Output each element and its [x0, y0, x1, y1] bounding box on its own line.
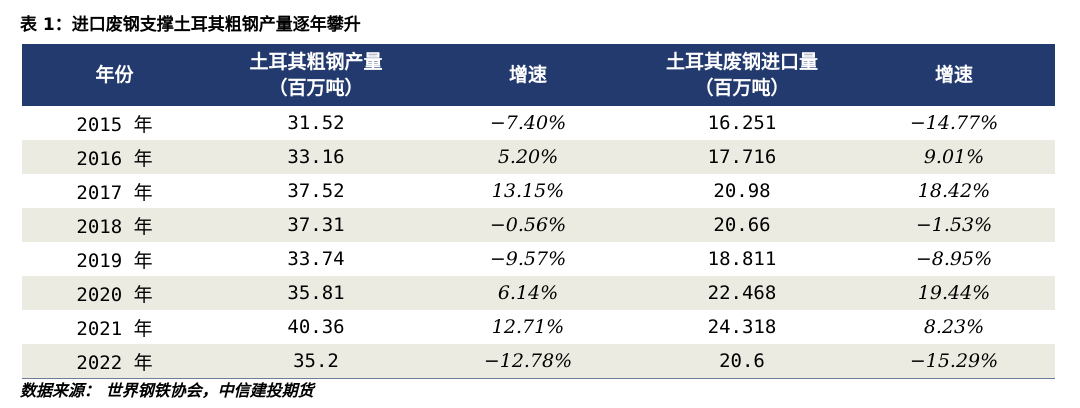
header-crude-steel-output: 土耳其粗钢产量 （百万吨）: [207, 44, 425, 106]
cell-year: 2015 年: [76, 113, 153, 136]
cell-crude-growth: 5.20%: [425, 140, 631, 174]
table-caption: 表 1：进口废钢支撑土耳其粗钢产量逐年攀升: [20, 15, 361, 35]
cell-crude-growth: 12.71%: [491, 316, 565, 338]
cell-crude: 33.74: [287, 248, 345, 270]
data-table: 年份 土耳其粗钢产量 （百万吨） 增速 土耳其废钢进口量 （百万吨） 增速 20…: [22, 44, 1055, 379]
header-crude-line1: 土耳其粗钢产量: [249, 51, 383, 73]
table-row: 2016 年 33.16 5.20% 17.716 9.01%: [22, 140, 1055, 174]
cell-scrap: 22.468: [631, 276, 853, 310]
table-row: 2018 年 37.31 −0.56% 20.66 −1.53%: [22, 208, 1055, 242]
cell-scrap-growth: 19.44%: [853, 276, 1055, 310]
cell-scrap: 20.98: [713, 180, 771, 202]
cell-scrap: 17.716: [631, 140, 853, 174]
cell-scrap-growth: 9.01%: [853, 140, 1055, 174]
cell-scrap-growth: 18.42%: [917, 180, 991, 202]
cell-crude: 35.81: [207, 276, 425, 310]
cell-scrap: 18.811: [707, 248, 777, 270]
cell-year: 2022 年: [22, 344, 207, 379]
cell-scrap-growth: 8.23%: [923, 316, 985, 338]
cell-scrap-growth: −14.77%: [909, 112, 999, 134]
header-crude-growth: 增速: [425, 44, 631, 106]
cell-crude: 35.2: [207, 344, 425, 379]
cell-year: 2017 年: [76, 181, 153, 204]
cell-scrap: 16.251: [707, 112, 777, 134]
table-row: 2017 年 37.52 13.15% 20.98 18.42%: [22, 174, 1055, 208]
header-scrap-line2: （百万吨）: [694, 77, 790, 99]
table-body: 2015 年 31.52 −7.40% 16.251 −14.77% 2016 …: [22, 106, 1055, 379]
table-header: 年份 土耳其粗钢产量 （百万吨） 增速 土耳其废钢进口量 （百万吨） 增速: [22, 44, 1055, 106]
cell-year: 2018 年: [22, 208, 207, 242]
header-scrap-line1: 土耳其废钢进口量: [665, 51, 818, 73]
cell-crude: 31.52: [287, 112, 345, 134]
table-row: 2020 年 35.81 6.14% 22.468 19.44%: [22, 276, 1055, 310]
table-row: 2019 年 33.74 −9.57% 18.811 −8.95%: [22, 242, 1055, 276]
cell-crude-growth: 6.14%: [425, 276, 631, 310]
cell-scrap-growth: −15.29%: [853, 344, 1055, 379]
table-row: 2015 年 31.52 −7.40% 16.251 −14.77%: [22, 106, 1055, 140]
cell-crude-growth: −9.57%: [489, 248, 567, 270]
cell-crude-growth: 13.15%: [491, 180, 565, 202]
table-row: 2021 年 40.36 12.71% 24.318 8.23%: [22, 310, 1055, 344]
source-note: 数据来源： 世界钢铁协会，中信建投期货: [20, 381, 314, 400]
cell-crude-growth: −0.56%: [425, 208, 631, 242]
header-crude-line2: （百万吨）: [268, 77, 364, 99]
cell-year: 2016 年: [22, 140, 207, 174]
header-scrap-imports: 土耳其废钢进口量 （百万吨）: [631, 44, 853, 106]
cell-crude: 37.31: [207, 208, 425, 242]
cell-crude: 33.16: [207, 140, 425, 174]
header-row: 年份 土耳其粗钢产量 （百万吨） 增速 土耳其废钢进口量 （百万吨） 增速: [22, 44, 1055, 106]
cell-year: 2020 年: [22, 276, 207, 310]
cell-scrap-growth: −1.53%: [853, 208, 1055, 242]
cell-scrap: 24.318: [707, 316, 777, 338]
cell-crude-growth: −7.40%: [489, 112, 567, 134]
cell-scrap: 20.6: [631, 344, 853, 379]
header-scrap-growth: 增速: [853, 44, 1055, 106]
cell-year: 2019 年: [76, 249, 153, 272]
header-year: 年份: [22, 44, 207, 106]
cell-scrap: 20.66: [631, 208, 853, 242]
cell-crude-growth: −12.78%: [425, 344, 631, 379]
cell-crude: 37.52: [287, 180, 345, 202]
table-row: 2022 年 35.2 −12.78% 20.6 −15.29%: [22, 344, 1055, 379]
cell-crude: 40.36: [287, 316, 345, 338]
cell-year: 2021 年: [76, 317, 153, 340]
cell-scrap-growth: −8.95%: [915, 248, 993, 270]
